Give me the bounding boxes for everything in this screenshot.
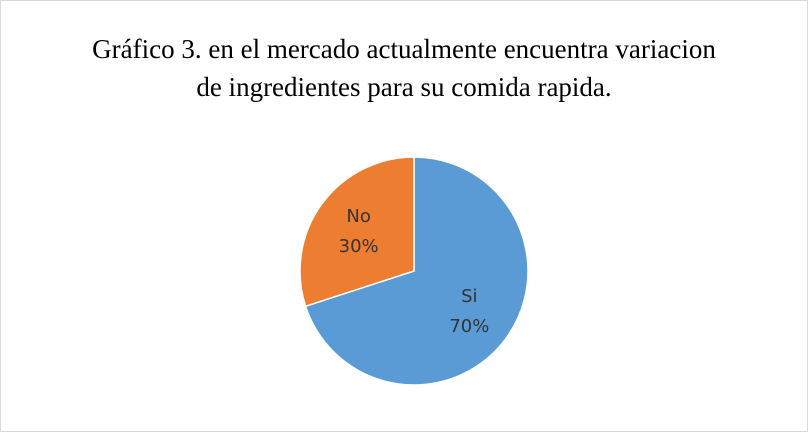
slice-value-label: 30%: [339, 236, 379, 257]
slice-value-label: 70%: [449, 316, 489, 337]
slice-category-label: No: [346, 206, 370, 227]
slice-category-label: Si: [461, 286, 477, 307]
pie-slice: [299, 156, 415, 308]
chart-title: Gráfico 3. en el mercado actualmente enc…: [92, 34, 716, 102]
pie-slice: [304, 156, 529, 386]
